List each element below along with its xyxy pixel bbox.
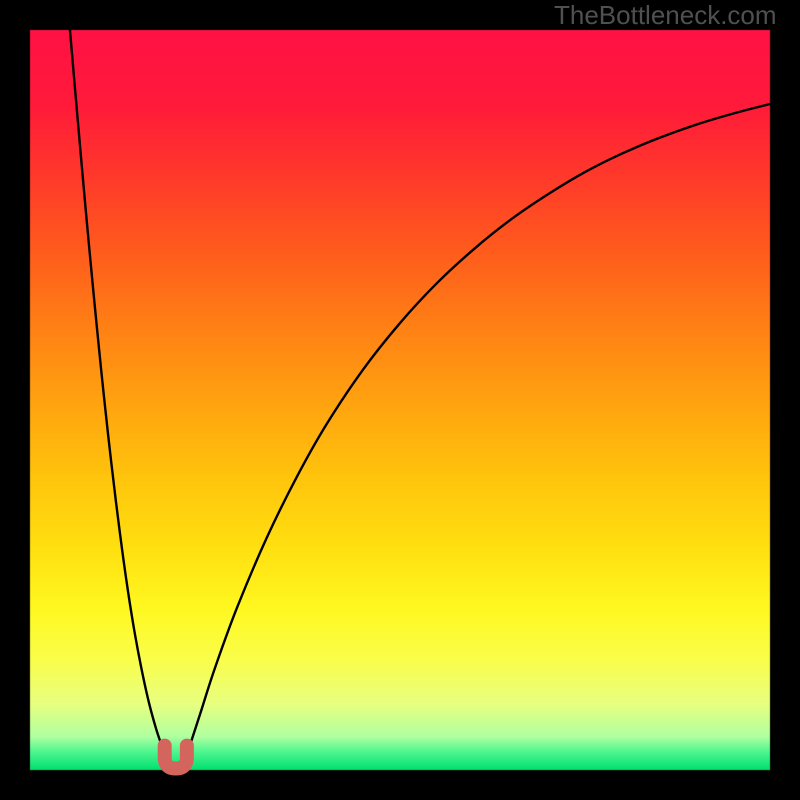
chart-container: TheBottleneck.com (0, 0, 800, 800)
watermark-text: TheBottleneck.com (554, 0, 777, 31)
gradient-background (0, 0, 800, 800)
